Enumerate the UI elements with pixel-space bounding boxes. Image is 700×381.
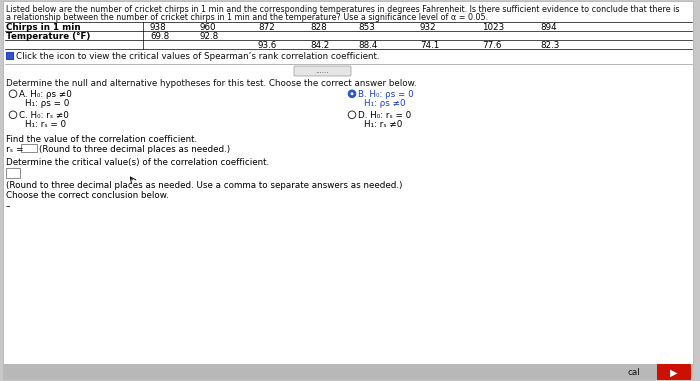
Text: a relationship between the number of cricket chirps in 1 min and the temperature: a relationship between the number of cri…: [6, 13, 488, 22]
Text: 74.1: 74.1: [420, 41, 440, 50]
Text: 92.8: 92.8: [200, 32, 219, 41]
Text: Determine the critical value(s) of the correlation coefficient.: Determine the critical value(s) of the c…: [6, 158, 269, 167]
FancyBboxPatch shape: [6, 168, 20, 178]
Text: Temperature (°F): Temperature (°F): [6, 32, 90, 41]
Text: Choose the correct conclusion below.: Choose the correct conclusion below.: [6, 191, 169, 200]
Text: 872: 872: [258, 23, 274, 32]
Text: Listed below are the number of cricket chirps in 1 min and the corresponding tem: Listed below are the number of cricket c…: [6, 5, 680, 14]
Circle shape: [348, 90, 356, 98]
Text: B. H₀: ρs = 0: B. H₀: ρs = 0: [358, 90, 414, 99]
Text: C. H₀: rₛ ≠0: C. H₀: rₛ ≠0: [19, 111, 69, 120]
Text: 938: 938: [150, 23, 167, 32]
Text: H₁: rₛ ≠0: H₁: rₛ ≠0: [364, 120, 402, 129]
Text: 93.6: 93.6: [258, 41, 277, 50]
Text: 84.2: 84.2: [310, 41, 329, 50]
FancyBboxPatch shape: [294, 66, 351, 76]
Text: 82.3: 82.3: [540, 41, 559, 50]
FancyBboxPatch shape: [657, 364, 691, 380]
Text: 88.4: 88.4: [358, 41, 377, 50]
Text: D. H₀: rₛ = 0: D. H₀: rₛ = 0: [358, 111, 411, 120]
Text: (Round to three decimal places as needed. Use a comma to separate answers as nee: (Round to three decimal places as needed…: [6, 181, 402, 190]
Text: A. H₀: ρs ≠0: A. H₀: ρs ≠0: [19, 90, 71, 99]
Text: 853: 853: [358, 23, 375, 32]
Circle shape: [351, 92, 354, 95]
Text: H₁: ρs = 0: H₁: ρs = 0: [25, 99, 69, 108]
Text: 69.8: 69.8: [150, 32, 169, 41]
Text: cal: cal: [628, 368, 640, 377]
Text: Chirps in 1 min: Chirps in 1 min: [6, 23, 80, 32]
Text: 1023: 1023: [482, 23, 504, 32]
FancyBboxPatch shape: [3, 364, 693, 380]
Text: Click the icon to view the critical values of Spearman’s rank correlation coeffi: Click the icon to view the critical valu…: [16, 52, 379, 61]
Text: ▶: ▶: [671, 368, 678, 378]
Text: H₁: rₛ = 0: H₁: rₛ = 0: [25, 120, 66, 129]
Text: 894: 894: [540, 23, 557, 32]
Text: rₛ =: rₛ =: [6, 145, 24, 154]
Text: (Round to three decimal places as needed.): (Round to three decimal places as needed…: [39, 145, 230, 154]
Text: ......: ......: [316, 68, 329, 74]
Text: Determine the null and alternative hypotheses for this test. Choose the correct : Determine the null and alternative hypot…: [6, 79, 416, 88]
Text: –: –: [6, 202, 10, 211]
FancyBboxPatch shape: [21, 144, 37, 152]
Text: 932: 932: [420, 23, 437, 32]
FancyBboxPatch shape: [3, 1, 693, 366]
Text: Find the value of the correlation coefficient.: Find the value of the correlation coeffi…: [6, 135, 197, 144]
Text: 77.6: 77.6: [482, 41, 501, 50]
Text: 828: 828: [310, 23, 327, 32]
FancyBboxPatch shape: [6, 52, 13, 59]
Text: 960: 960: [200, 23, 216, 32]
Text: H₁: ρs ≠0: H₁: ρs ≠0: [364, 99, 405, 108]
